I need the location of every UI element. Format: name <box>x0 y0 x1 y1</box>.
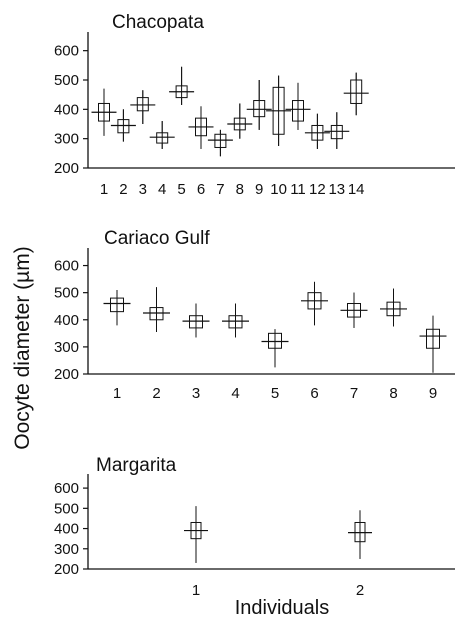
y-axis-label: Oocyte diameter (µm) <box>11 246 34 449</box>
cariaco-gulf-box-1 <box>103 289 131 326</box>
margarita-y-tick-label: 500 <box>54 500 79 517</box>
cariaco-gulf-title: Cariaco Gulf <box>104 228 210 249</box>
chacopata-box-3 <box>130 90 156 124</box>
chacopata-x-tick-label: 2 <box>119 181 127 198</box>
cariaco-gulf-x-tick-label: 9 <box>429 385 437 402</box>
chacopata-x-tick-label: 10 <box>270 181 287 198</box>
chacopata-y-tick-label: 400 <box>54 101 79 118</box>
chacopata-box-10 <box>266 75 292 146</box>
cariaco-gulf-box-2 <box>143 287 170 332</box>
cariaco-gulf-box-6 <box>301 281 328 326</box>
chacopata-box-2 <box>110 109 136 142</box>
chacopata-x-tick-label: 12 <box>309 181 326 198</box>
chacopata-box-1 <box>91 88 117 136</box>
cariaco-gulf-box-5 <box>261 329 289 368</box>
cariaco-gulf-x-tick-label: 7 <box>350 385 358 402</box>
cariaco-gulf-x-tick-label: 6 <box>310 385 318 402</box>
cariaco-gulf-x-tick-label: 2 <box>152 385 160 402</box>
cariaco-gulf-box-8 <box>380 288 407 327</box>
chacopata-x-tick-label: 4 <box>158 181 166 198</box>
chacopata-x-tick-label: 13 <box>328 181 345 198</box>
panel-cariaco-gulf: Cariaco Gulf 200 300 400 500 600 1 2 3 4 5 6 7 8 9 <box>54 228 455 402</box>
cariaco-gulf-y-tick-label: 200 <box>54 366 79 383</box>
cariaco-gulf-y-tick-label: 500 <box>54 285 79 302</box>
cariaco-gulf-box-7 <box>340 292 368 328</box>
chacopata-box-14 <box>343 72 369 116</box>
chacopata-box-6 <box>188 106 214 149</box>
chacopata-box-4 <box>149 121 175 149</box>
chacopata-y-tick-label: 600 <box>54 43 79 60</box>
cariaco-gulf-x-tick-label: 5 <box>271 385 279 402</box>
margarita-box-1 <box>184 506 208 563</box>
margarita-y-tick-label: 600 <box>54 480 79 497</box>
x-axis-label: Individuals <box>235 597 330 619</box>
chacopata-y-tick-label: 200 <box>54 160 79 177</box>
chacopata-x-tick-label: 14 <box>348 181 365 198</box>
cariaco-gulf-y-tick-label: 600 <box>54 258 79 275</box>
margarita-x-tick-label: 1 <box>192 582 200 599</box>
panel-margarita: Margarita 200 300 400 500 600 1 2 <box>54 455 455 599</box>
chacopata-x-tick-label: 5 <box>177 181 185 198</box>
chacopata-y-tick-label: 300 <box>54 131 79 148</box>
cariaco-gulf-x-tick-label: 8 <box>389 385 397 402</box>
chacopata-x-tick-label: 6 <box>197 181 205 198</box>
cariaco-gulf-box-4 <box>222 303 249 338</box>
chacopata-x-tick-label: 1 <box>100 181 108 198</box>
chacopata-x-tick-label: 9 <box>255 181 263 198</box>
chacopata-box-7 <box>207 129 233 157</box>
cariaco-gulf-y-tick-label: 300 <box>54 339 79 356</box>
margarita-y-tick-label: 400 <box>54 521 79 538</box>
cariaco-gulf-x-tick-label: 4 <box>231 385 239 402</box>
margarita-title: Margarita <box>96 455 177 476</box>
margarita-box-2 <box>348 510 372 559</box>
cariaco-gulf-box-9 <box>419 315 447 373</box>
chacopata-box-12 <box>304 113 330 149</box>
chacopata-x-tick-label: 3 <box>139 181 147 198</box>
cariaco-gulf-x-tick-label: 3 <box>192 385 200 402</box>
chacopata-box-9 <box>246 80 272 130</box>
margarita-y-tick-label: 300 <box>54 541 79 558</box>
margarita-x-tick-label: 2 <box>356 582 364 599</box>
chacopata-box-5 <box>169 66 195 105</box>
chacopata-box-13 <box>324 112 350 149</box>
cariaco-gulf-box-3 <box>182 303 210 338</box>
chacopata-title: Chacopata <box>112 12 204 33</box>
chacopata-box-11 <box>285 82 311 130</box>
chacopata-x-tick-label: 8 <box>236 181 244 198</box>
cariaco-gulf-x-tick-label: 1 <box>113 385 121 402</box>
chacopata-y-tick-label: 500 <box>54 72 79 89</box>
margarita-y-tick-label: 200 <box>54 561 79 578</box>
chacopata-x-tick-label: 11 <box>290 181 306 198</box>
chacopata-x-tick-label: 7 <box>216 181 224 198</box>
cariaco-gulf-y-tick-label: 400 <box>54 312 79 329</box>
chacopata-box-8 <box>227 103 253 139</box>
